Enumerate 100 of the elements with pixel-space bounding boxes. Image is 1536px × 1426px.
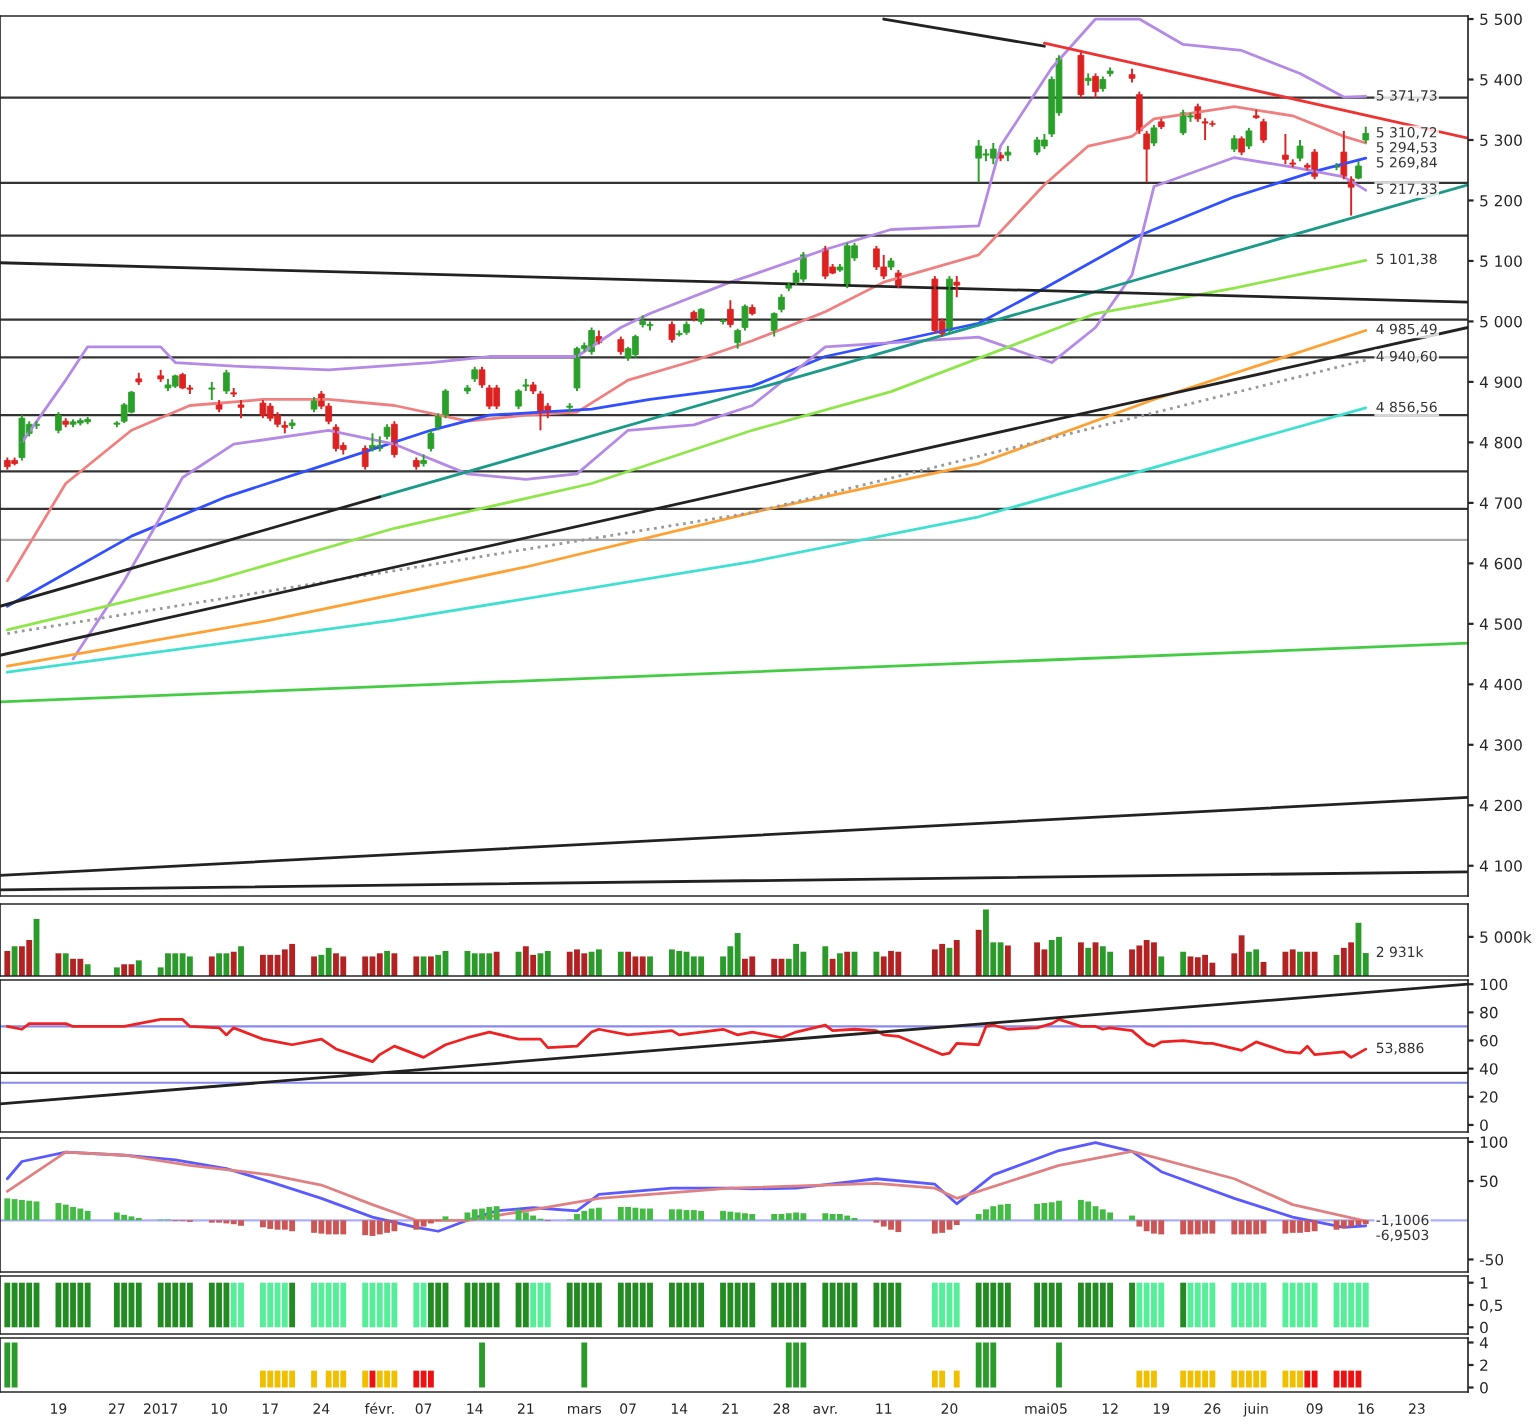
bar (698, 1210, 705, 1221)
bar (281, 949, 288, 976)
line-series (5, 258, 1368, 632)
bar (793, 1212, 799, 1221)
bar (267, 954, 274, 976)
bar (588, 1208, 595, 1221)
bar (1202, 954, 1208, 976)
bar (1136, 945, 1143, 976)
bar (4, 950, 11, 976)
bar (486, 1206, 493, 1221)
bar (639, 956, 646, 976)
bar (4, 1198, 11, 1221)
bar (771, 958, 778, 976)
bar (1260, 1220, 1267, 1234)
bar (413, 956, 420, 976)
bar (581, 953, 588, 976)
bar (669, 949, 675, 976)
bar (625, 1206, 632, 1221)
bar (625, 951, 632, 976)
bar (216, 953, 223, 976)
bar (311, 1220, 317, 1233)
bar (1048, 1202, 1055, 1221)
bar (880, 956, 887, 976)
line-series (5, 406, 1368, 674)
bar (946, 1220, 953, 1230)
bar (800, 951, 807, 976)
bar (1041, 949, 1048, 976)
bar (742, 1213, 748, 1221)
bar (26, 940, 33, 976)
bar (362, 956, 369, 976)
bar (208, 956, 215, 976)
bar (70, 958, 76, 976)
bar (822, 1213, 829, 1221)
bar (1158, 1220, 1165, 1235)
bar (574, 1214, 580, 1221)
bar (931, 949, 938, 976)
bar (975, 929, 982, 976)
line-series (20, 17, 1368, 444)
bar (836, 953, 843, 976)
bar (888, 1220, 894, 1230)
bar (493, 951, 500, 976)
candlestick (1092, 72, 1099, 99)
bar (639, 1208, 646, 1221)
bar (384, 950, 391, 976)
bar (318, 954, 325, 976)
bar (720, 1210, 726, 1221)
bar (1129, 949, 1135, 976)
bar (18, 946, 25, 976)
line-series (5, 1018, 1368, 1064)
bar (544, 950, 551, 976)
candlestick (135, 371, 143, 386)
bar (274, 1220, 281, 1230)
candlestick (208, 380, 216, 402)
candlestick (77, 417, 84, 427)
bar (771, 1214, 778, 1221)
bar (1245, 1220, 1252, 1235)
bar (1041, 1203, 1048, 1221)
bar (77, 1208, 84, 1221)
bar (1202, 1220, 1208, 1234)
candlestick (1128, 67, 1136, 84)
bar (1099, 946, 1106, 976)
bar (1158, 956, 1165, 976)
bar (931, 1220, 938, 1234)
bar (1180, 951, 1187, 976)
bar (179, 953, 186, 976)
bar (70, 1206, 76, 1221)
bar (420, 956, 427, 976)
bar (435, 954, 442, 976)
candlestick (157, 368, 165, 383)
bar (62, 1204, 69, 1221)
bar (632, 956, 639, 976)
bar (588, 951, 595, 976)
bar (260, 954, 266, 976)
bar (1340, 947, 1347, 976)
bar (829, 958, 836, 976)
candlestick (1260, 117, 1267, 144)
candlestick (464, 383, 471, 395)
bar (384, 1220, 391, 1233)
bar (113, 1212, 120, 1221)
bar (1311, 951, 1318, 976)
bar (325, 1220, 332, 1235)
bar (734, 1212, 741, 1221)
bar (632, 1207, 639, 1221)
bar (1297, 1220, 1303, 1233)
bar (1048, 940, 1055, 976)
bar (676, 950, 683, 976)
bar (1056, 1200, 1062, 1221)
bar (1085, 947, 1092, 976)
bar (238, 946, 244, 976)
bar (26, 1200, 33, 1221)
bar (1289, 949, 1296, 976)
bar (749, 956, 756, 976)
bar (1304, 951, 1311, 976)
bar (647, 956, 653, 976)
bar (617, 1206, 624, 1221)
candlestick (69, 418, 77, 429)
candlestick (566, 402, 574, 414)
bar (566, 951, 573, 976)
candlestick (719, 317, 727, 326)
candlestick (164, 377, 172, 392)
